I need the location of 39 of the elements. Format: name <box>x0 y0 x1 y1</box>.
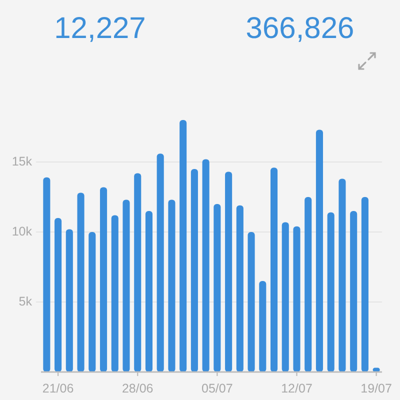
x-tick-label: 28/06 <box>122 381 154 396</box>
bar <box>236 205 244 372</box>
bar <box>77 192 84 372</box>
y-tick-label: 10k <box>12 224 33 238</box>
bar <box>122 200 130 372</box>
bar <box>316 130 324 372</box>
bar <box>304 197 312 372</box>
text: 12,227 <box>54 12 146 45</box>
bar <box>338 178 346 372</box>
y-tick-label: 5k <box>18 294 33 308</box>
x-tick-label: 05/07 <box>202 381 233 396</box>
bar <box>270 168 278 372</box>
bar <box>293 226 300 372</box>
bar <box>168 200 176 372</box>
bar <box>214 204 221 372</box>
bar <box>88 232 96 372</box>
bar <box>54 218 62 372</box>
y-tick-label: 15k <box>12 154 33 168</box>
x-tick-label: 21/06 <box>42 381 74 396</box>
bar <box>225 172 232 372</box>
x-tick-label: 19/07 <box>360 381 392 396</box>
bar <box>134 173 142 372</box>
bar <box>43 177 50 372</box>
x-tick-label: 12/07 <box>281 381 312 396</box>
bar <box>361 197 368 372</box>
bar <box>100 187 108 372</box>
bar <box>248 232 255 372</box>
bar <box>327 212 334 372</box>
bar <box>350 211 358 372</box>
bar <box>111 215 118 372</box>
bar <box>66 229 73 372</box>
bar <box>259 281 266 372</box>
bar <box>190 169 198 372</box>
bar <box>180 120 187 372</box>
text: 366,826 <box>246 12 354 45</box>
bar <box>145 211 153 372</box>
bar <box>282 222 289 372</box>
bar <box>156 154 164 372</box>
bar <box>202 159 210 372</box>
